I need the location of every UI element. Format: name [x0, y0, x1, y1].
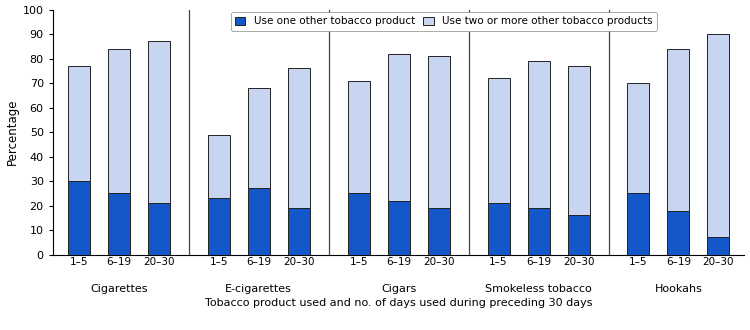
Bar — [347, 193, 370, 255]
Bar — [288, 68, 310, 208]
Bar — [288, 208, 310, 255]
Bar — [488, 203, 509, 255]
Text: E-cigarettes: E-cigarettes — [225, 284, 292, 294]
Bar — [668, 49, 689, 211]
X-axis label: Tobacco product used and no. of days used during preceding 30 days: Tobacco product used and no. of days use… — [205, 298, 592, 308]
Bar — [208, 135, 230, 198]
Bar — [347, 81, 370, 193]
Bar — [527, 61, 550, 208]
Legend: Use one other tobacco product, Use two or more other tobacco products: Use one other tobacco product, Use two o… — [231, 12, 657, 31]
Bar — [68, 66, 90, 181]
Text: Cigars: Cigars — [381, 284, 416, 294]
Bar — [208, 198, 230, 255]
Bar — [148, 203, 170, 255]
Bar — [148, 41, 170, 203]
Bar — [248, 88, 270, 188]
Bar — [668, 211, 689, 255]
Bar — [68, 181, 90, 255]
Bar — [527, 208, 550, 255]
Y-axis label: Percentage: Percentage — [5, 99, 19, 165]
Bar — [707, 34, 730, 238]
Bar — [568, 215, 590, 255]
Bar — [108, 49, 130, 193]
Text: Smokeless tobacco: Smokeless tobacco — [485, 284, 592, 294]
Text: Cigarettes: Cigarettes — [90, 284, 148, 294]
Bar — [628, 83, 650, 193]
Bar — [427, 208, 449, 255]
Bar — [568, 66, 590, 215]
Bar — [427, 56, 449, 208]
Bar — [388, 54, 410, 201]
Bar — [628, 193, 650, 255]
Bar — [488, 78, 509, 203]
Bar — [388, 201, 410, 255]
Text: Hookahs: Hookahs — [655, 284, 703, 294]
Bar — [707, 238, 730, 255]
Bar — [108, 193, 130, 255]
Bar — [248, 188, 270, 255]
